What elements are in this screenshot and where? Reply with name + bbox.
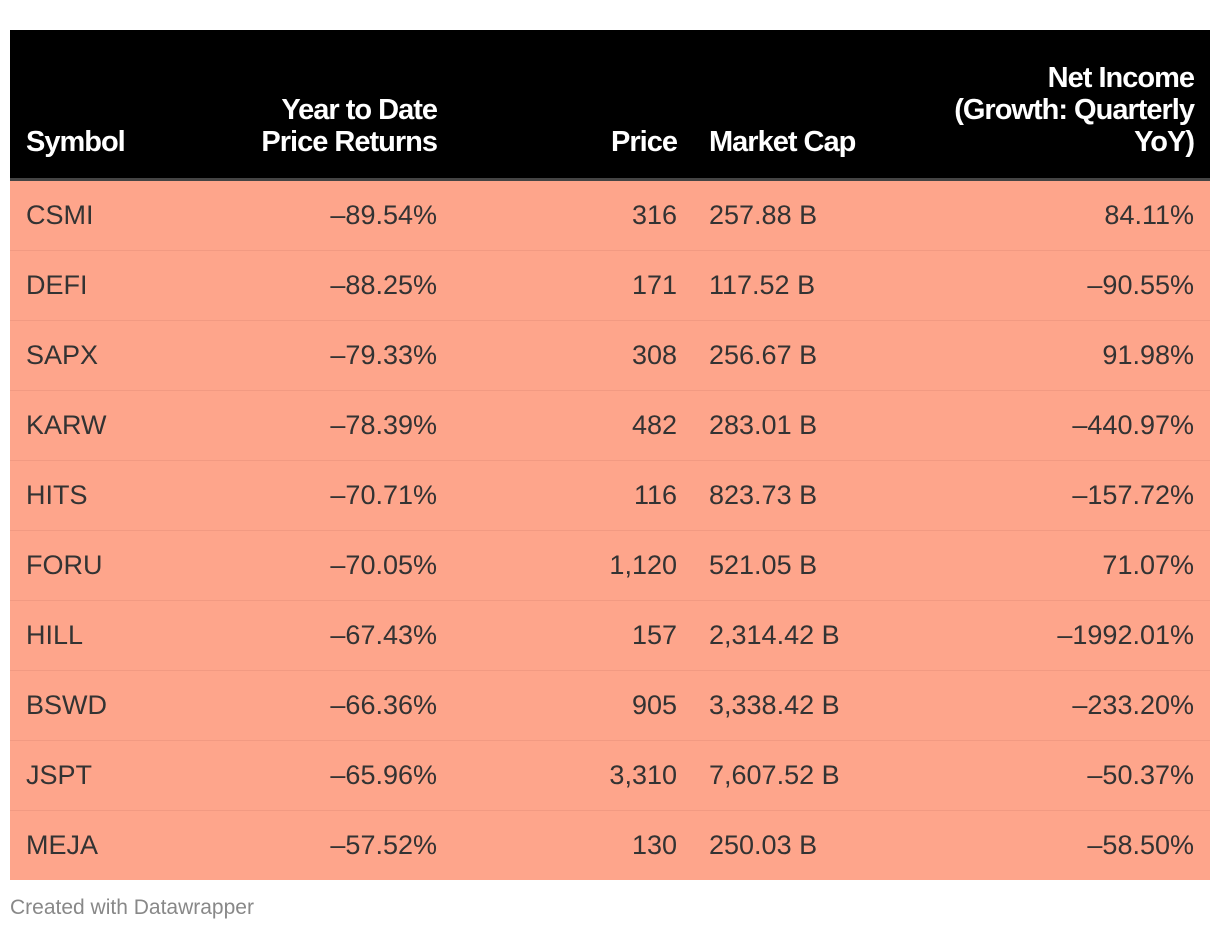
cell: –70.05% [210, 530, 453, 601]
row: HITS –70.71% 116 823.73 B –157.72% [10, 460, 1210, 531]
cell: FORU [10, 530, 210, 601]
cell: 171 [453, 250, 693, 321]
cell: HITS [10, 460, 210, 531]
table-body: CSMI –89.54% 316 257.88 B 84.11% DEFI –88.25% 1… [10, 179, 1210, 880]
cell: 91.98% [933, 320, 1210, 391]
cell: –89.54% [210, 179, 453, 251]
cell: 3,338.42 B [693, 670, 933, 741]
cell: 823.73 B [693, 460, 933, 531]
cell: –440.97% [933, 390, 1210, 461]
cell: 130 [453, 810, 693, 880]
cell: 250.03 B [693, 810, 933, 880]
cell: –157.72% [933, 460, 1210, 531]
cell: 521.05 B [693, 530, 933, 601]
row: DEFI –88.25% 171 117.52 B –90.55% [10, 250, 1210, 321]
row: KARW –78.39% 482 283.01 B –440.97% [10, 390, 1210, 461]
table: Symbol Year to Date Price Returns Price Mar… [10, 30, 1210, 880]
cell: HILL [10, 600, 210, 671]
cell: –78.39% [210, 390, 453, 461]
cell: –66.36% [210, 670, 453, 741]
table-wrap: Symbol Year to Date Price Returns Price Mar… [10, 30, 1210, 880]
header-row: Symbol Year to Date Price Returns Price Mar… [10, 30, 1210, 181]
cell: –65.96% [210, 740, 453, 811]
row: FORU –70.05% 1,120 521.05 B 71.07% [10, 530, 1210, 601]
cell: 84.11% [933, 179, 1210, 251]
cell: –90.55% [933, 250, 1210, 321]
cell: –50.37% [933, 740, 1210, 811]
cell: 257.88 B [693, 179, 933, 251]
cell: 157 [453, 600, 693, 671]
cell: KARW [10, 390, 210, 461]
cell: –57.52% [210, 810, 453, 880]
cell: MEJA [10, 810, 210, 880]
row: HILL –67.43% 157 2,314.42 B –1992.01% [10, 600, 1210, 671]
row: BSWD –66.36% 905 3,338.42 B –233.20% [10, 670, 1210, 741]
row: CSMI –89.54% 316 257.88 B 84.11% [10, 179, 1210, 251]
cell: BSWD [10, 670, 210, 741]
cell: –233.20% [933, 670, 1210, 741]
header-cell: Price [453, 30, 693, 181]
cell: –88.25% [210, 250, 453, 321]
cell: 2,314.42 B [693, 600, 933, 671]
cell: 3,310 [453, 740, 693, 811]
cell: JSPT [10, 740, 210, 811]
header-cell: Market Cap [693, 30, 933, 181]
cell: SAPX [10, 320, 210, 391]
cell: CSMI [10, 179, 210, 251]
footer: Created with Datawrapper [10, 896, 254, 919]
cell: 256.67 B [693, 320, 933, 391]
cell: 482 [453, 390, 693, 461]
header-cell: Year to Date Price Returns [210, 30, 453, 181]
cell: 905 [453, 670, 693, 741]
cell: 71.07% [933, 530, 1210, 601]
cell: 7,607.52 B [693, 740, 933, 811]
cell: –79.33% [210, 320, 453, 391]
cell: –70.71% [210, 460, 453, 531]
row: SAPX –79.33% 308 256.67 B 91.98% [10, 320, 1210, 391]
header-cell: Symbol [10, 30, 210, 181]
cell: 1,120 [453, 530, 693, 601]
cell: –1992.01% [933, 600, 1210, 671]
cell: 116 [453, 460, 693, 531]
cell: DEFI [10, 250, 210, 321]
cell: –58.50% [933, 810, 1210, 880]
header-cell: Net Income (Growth: Quarterly YoY) [933, 30, 1210, 181]
row: JSPT –65.96% 3,310 7,607.52 B –50.37% [10, 740, 1210, 811]
cell: –67.43% [210, 600, 453, 671]
cell: 316 [453, 179, 693, 251]
cell: 283.01 B [693, 390, 933, 461]
cell: 117.52 B [693, 250, 933, 321]
cell: 308 [453, 320, 693, 391]
row: MEJA –57.52% 130 250.03 B –58.50% [10, 810, 1210, 880]
